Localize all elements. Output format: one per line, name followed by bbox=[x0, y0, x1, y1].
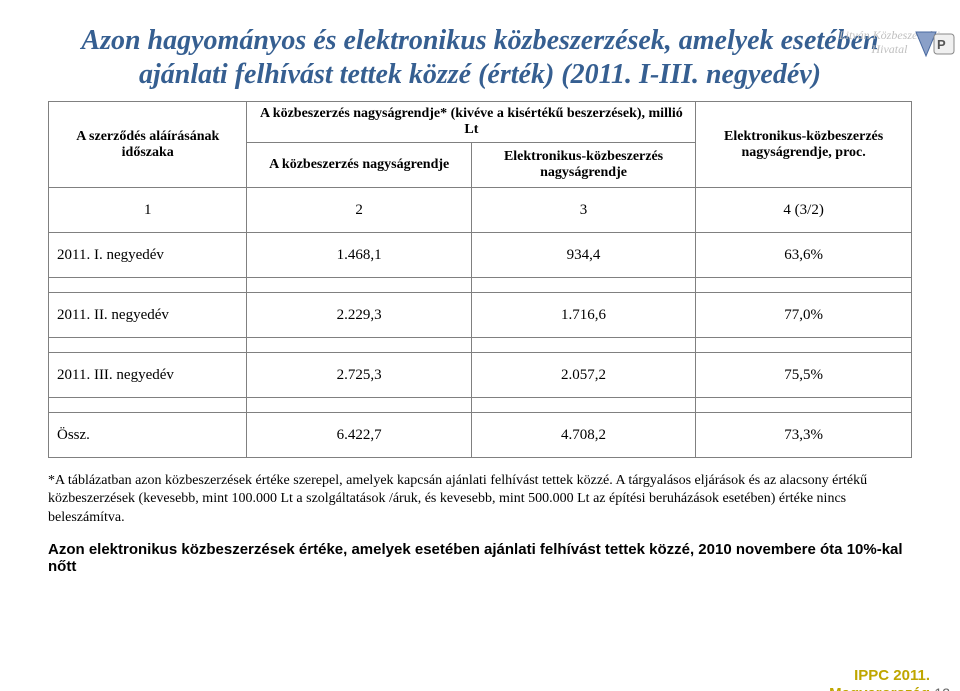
spacer bbox=[49, 278, 912, 293]
idx-1: 1 bbox=[49, 188, 247, 233]
footer-event-line2: Magyarország bbox=[829, 685, 930, 691]
col-percent: Elektronikus-közbeszerzés nagyságrendje,… bbox=[696, 102, 912, 188]
idx-2: 2 bbox=[247, 188, 471, 233]
footer-event: IPPC 2011. Magyarország bbox=[829, 667, 930, 691]
cell-v2: 4.708,2 bbox=[471, 413, 695, 458]
header-row-1: A szerződés aláírásának időszaka A közbe… bbox=[49, 102, 912, 143]
cell-period: 2011. II. negyedév bbox=[49, 293, 247, 338]
cell-v1: 2.725,3 bbox=[247, 353, 471, 398]
col-size-group: A közbeszerzés nagyságrendje* (kivéve a … bbox=[247, 102, 696, 143]
cell-v3: 73,3% bbox=[696, 413, 912, 458]
footnote: *A táblázatban azon közbeszerzések érték… bbox=[48, 472, 912, 527]
data-table: A szerződés aláírásának időszaka A közbe… bbox=[48, 101, 912, 458]
table-row-total: Össz. 6.422,7 4.708,2 73,3% bbox=[49, 413, 912, 458]
table-row: 2011. I. negyedév 1.468,1 934,4 63,6% bbox=[49, 233, 912, 278]
data-table-container: A szerződés aláírásának időszaka A közbe… bbox=[48, 101, 912, 458]
logo-vp: P bbox=[914, 30, 960, 71]
footer-event-line1: IPPC 2011. bbox=[854, 667, 930, 684]
cell-period: 2011. I. negyedév bbox=[49, 233, 247, 278]
table-row: 2011. III. negyedév 2.725,3 2.057,2 75,5… bbox=[49, 353, 912, 398]
cell-v3: 63,6% bbox=[696, 233, 912, 278]
cell-v3: 77,0% bbox=[696, 293, 912, 338]
idx-3: 3 bbox=[471, 188, 695, 233]
page-number: 12 bbox=[934, 685, 950, 691]
cell-v2: 1.716,6 bbox=[471, 293, 695, 338]
cell-v1: 2.229,3 bbox=[247, 293, 471, 338]
col-period: A szerződés aláírásának időszaka bbox=[49, 102, 247, 188]
index-row: 1 2 3 4 (3/2) bbox=[49, 188, 912, 233]
spacer bbox=[49, 338, 912, 353]
table-row: 2011. II. negyedév 2.229,3 1.716,6 77,0% bbox=[49, 293, 912, 338]
cell-v2: 934,4 bbox=[471, 233, 695, 278]
cell-v1: 1.468,1 bbox=[247, 233, 471, 278]
cell-period: 2011. III. negyedév bbox=[49, 353, 247, 398]
cell-v1: 6.422,7 bbox=[247, 413, 471, 458]
cell-v2: 2.057,2 bbox=[471, 353, 695, 398]
idx-4: 4 (3/2) bbox=[696, 188, 912, 233]
spacer bbox=[49, 398, 912, 413]
svg-text:P: P bbox=[937, 37, 946, 52]
cell-v3: 75,5% bbox=[696, 353, 912, 398]
col-size-a: A közbeszerzés nagyságrendje bbox=[247, 143, 471, 188]
slide-title: Azon hagyományos és elektronikus közbesz… bbox=[40, 24, 920, 91]
highlight-text: Azon elektronikus közbeszerzések értéke,… bbox=[48, 541, 912, 575]
watermark-line2: Hivatal bbox=[871, 42, 907, 56]
cell-period: Össz. bbox=[49, 413, 247, 458]
col-size-b: Elektronikus-közbeszerzés nagyságrendje bbox=[471, 143, 695, 188]
